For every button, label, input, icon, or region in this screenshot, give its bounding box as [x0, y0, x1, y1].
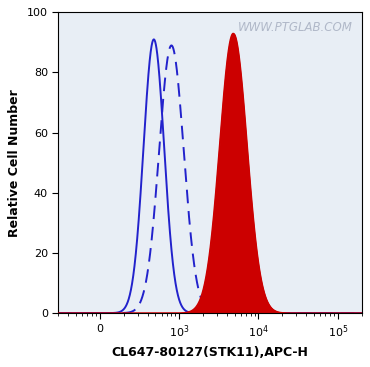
Text: WWW.PTGLAB.COM: WWW.PTGLAB.COM — [238, 21, 353, 34]
X-axis label: CL647-80127(STK11),APC-H: CL647-80127(STK11),APC-H — [111, 346, 309, 359]
Y-axis label: Relative Cell Number: Relative Cell Number — [9, 89, 21, 237]
